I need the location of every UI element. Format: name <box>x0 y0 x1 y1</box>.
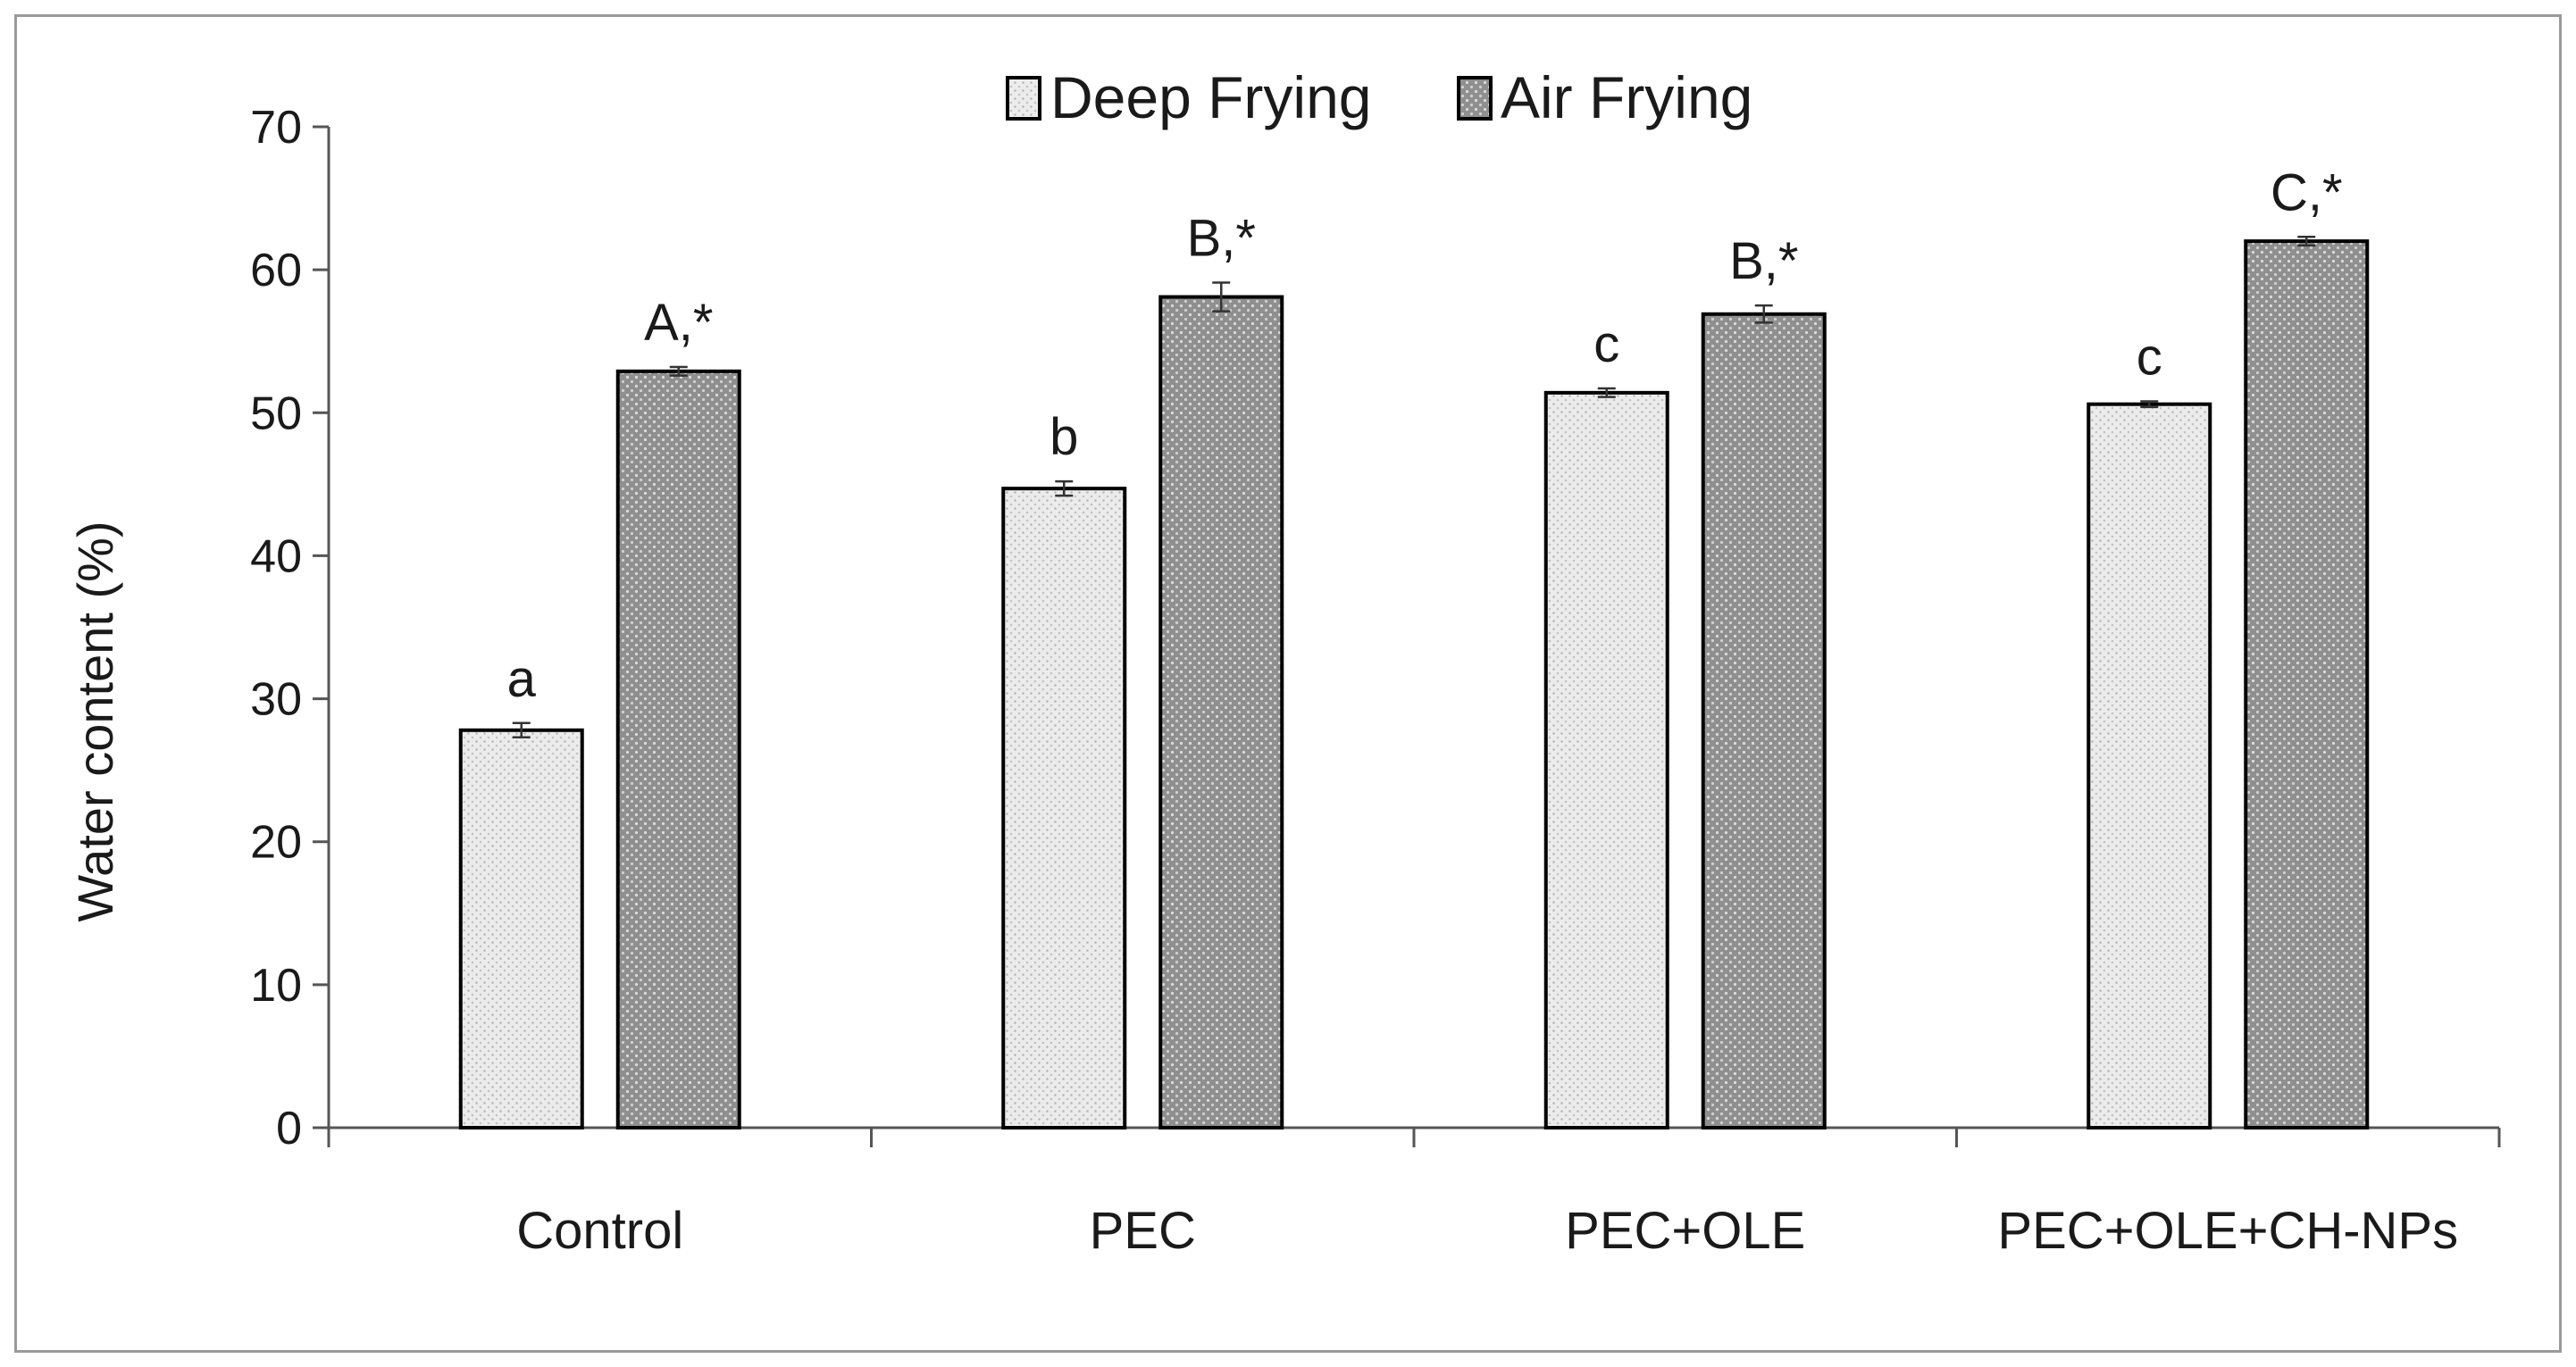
y-tick-label: 30 <box>250 674 302 726</box>
bar-deep-frying <box>458 728 584 1129</box>
y-tick-label: 10 <box>250 960 302 1012</box>
bar-deep-frying <box>1543 390 1669 1129</box>
y-tick-label: 20 <box>250 817 302 869</box>
significance-label: B,* <box>1187 210 1256 268</box>
legend-label-air-frying: Air Frying <box>1501 64 1752 130</box>
legend-label-deep-frying: Deep Frying <box>1050 64 1372 130</box>
bar-air-frying <box>1701 312 1827 1129</box>
y-axis-title: Water content (%) <box>67 521 123 921</box>
bar-air-frying <box>615 369 741 1129</box>
significance-label: c <box>2137 328 2162 386</box>
significance-label: c <box>1593 315 1619 373</box>
x-category-label: PEC+OLE <box>1565 1202 1805 1260</box>
significance-label: B,* <box>1729 232 1798 290</box>
x-category-label: Control <box>516 1202 683 1260</box>
y-tick-label: 70 <box>250 102 302 154</box>
bar-deep-frying <box>1001 487 1127 1129</box>
x-category-label: PEC+OLE+CH-NPs <box>1997 1202 2458 1260</box>
significance-label: C,* <box>2271 163 2343 221</box>
x-category-label: PEC <box>1090 1202 1196 1260</box>
y-tick-label: 50 <box>250 388 302 439</box>
significance-label: b <box>1050 408 1078 466</box>
significance-label: a <box>507 650 537 708</box>
significance-label: A,* <box>644 294 713 352</box>
y-tick-label: 0 <box>276 1103 302 1154</box>
bar-deep-frying <box>2087 402 2212 1130</box>
bar-air-frying <box>1158 295 1284 1129</box>
legend-swatch-air-frying <box>1457 76 1493 121</box>
bar-air-frying <box>2244 239 2370 1130</box>
y-tick-label: 60 <box>250 245 302 296</box>
y-tick-label: 40 <box>250 530 302 582</box>
legend-swatch-deep-frying <box>1006 76 1041 121</box>
